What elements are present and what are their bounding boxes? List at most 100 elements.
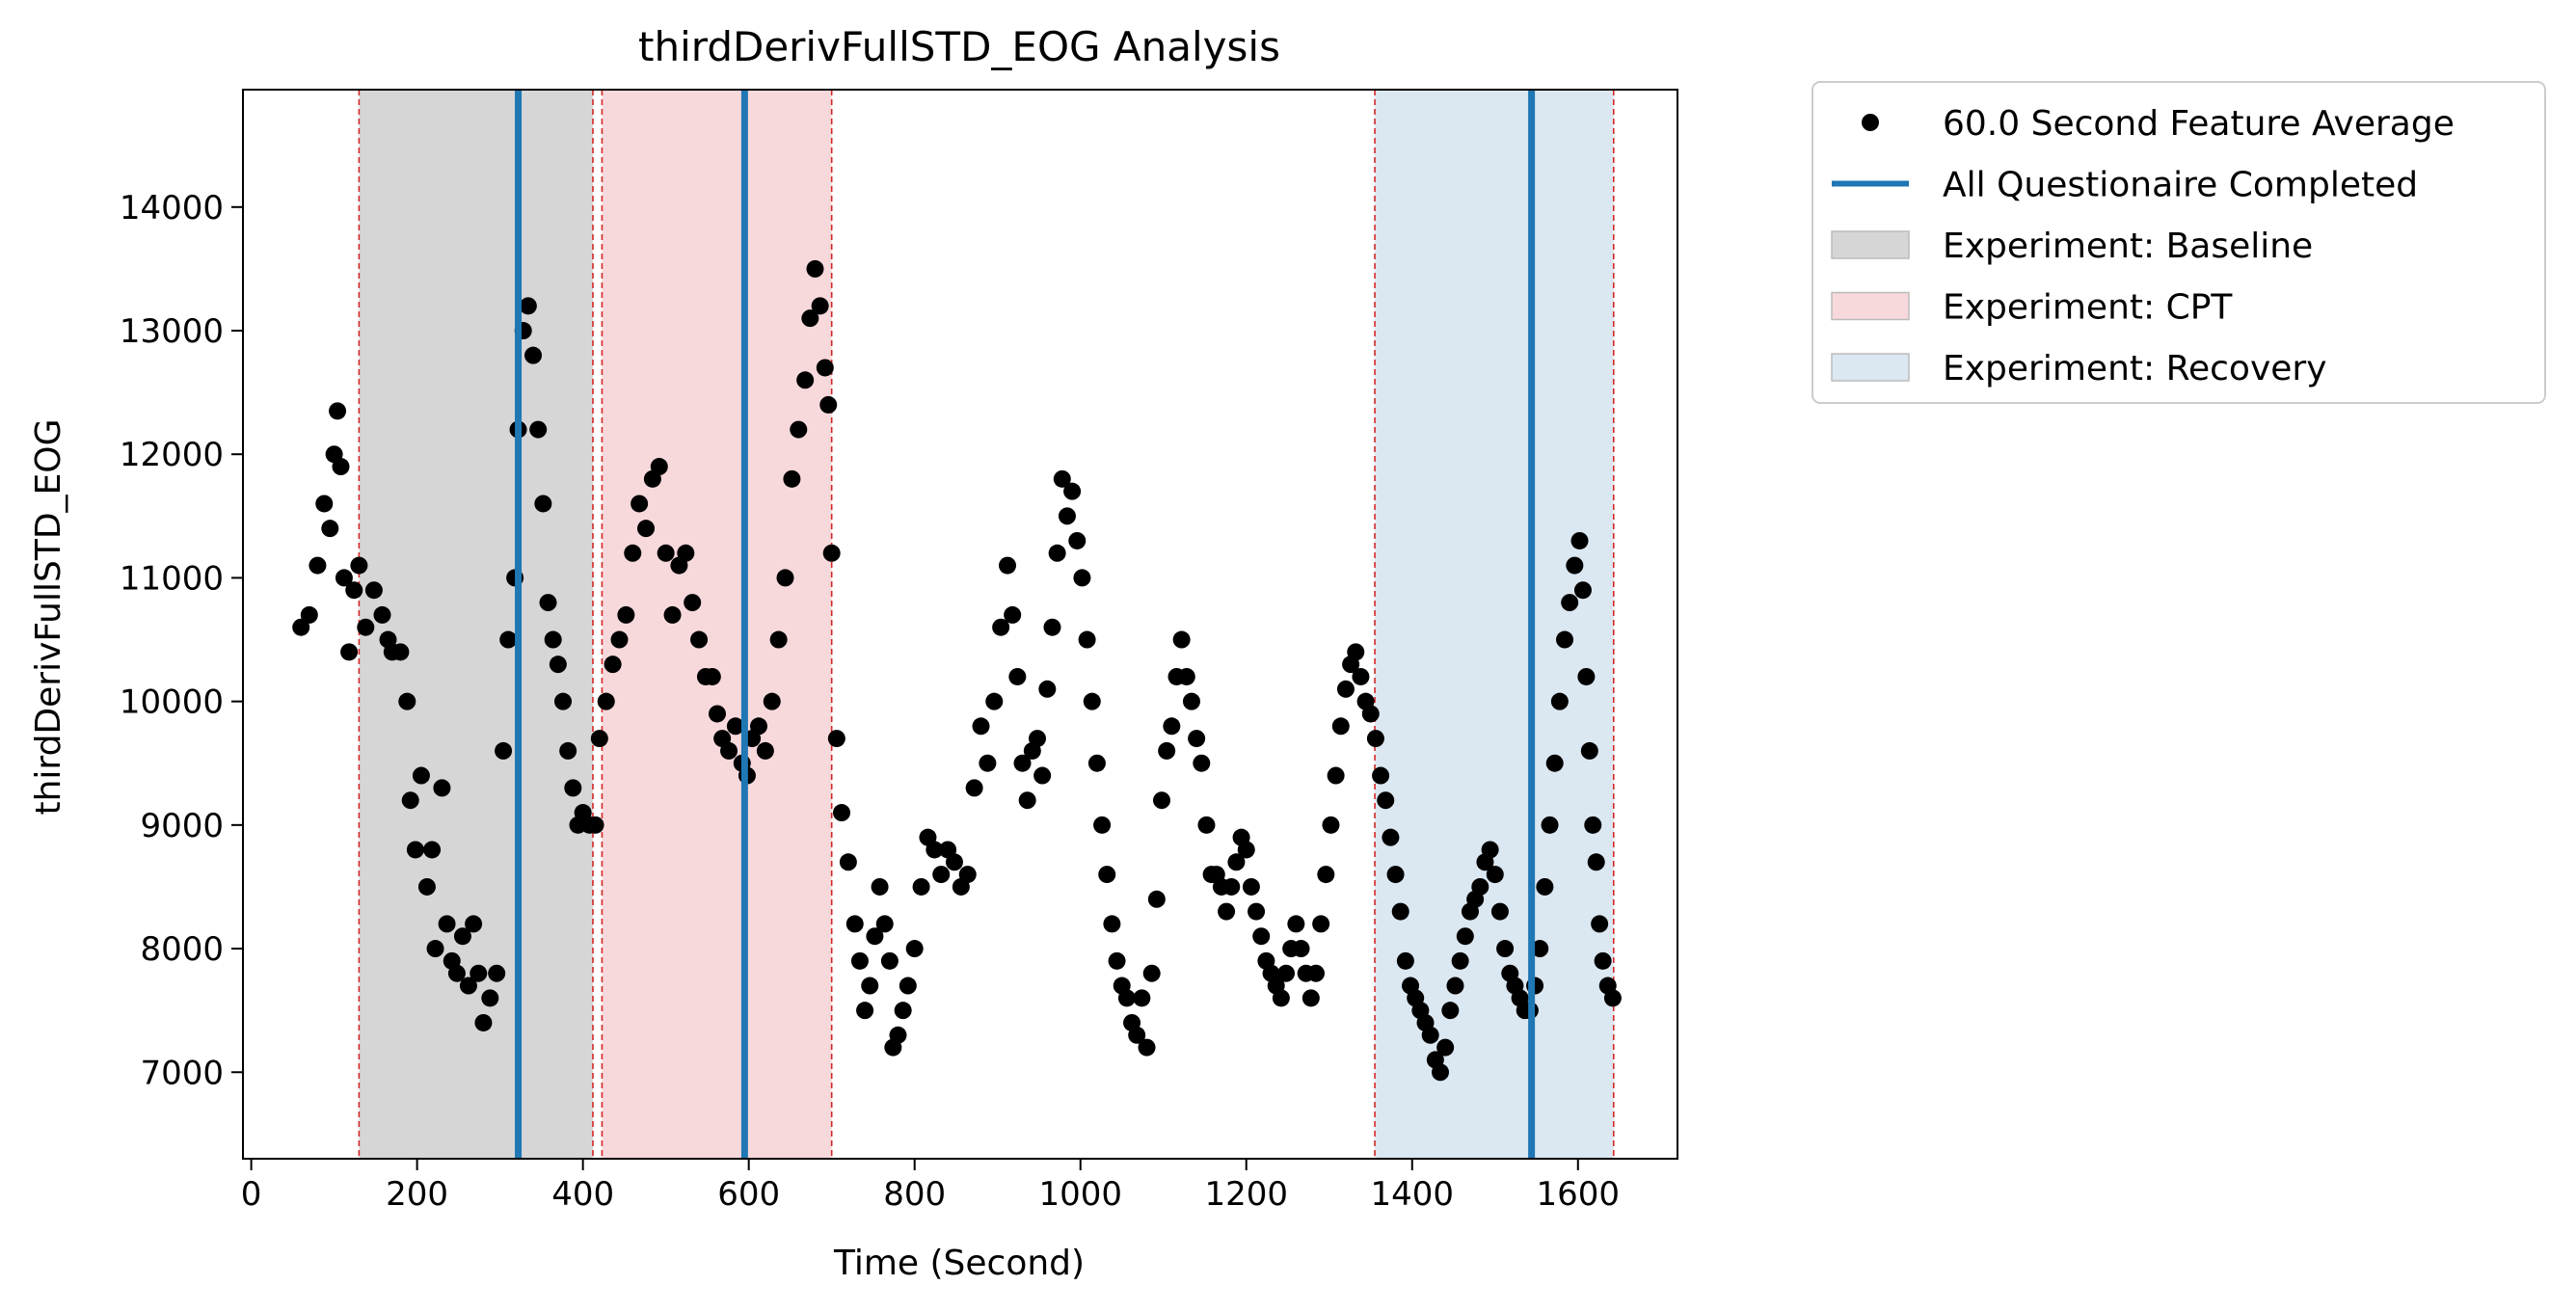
data-point <box>811 297 829 315</box>
x-tick-label: 1000 <box>1038 1175 1122 1214</box>
data-point <box>816 359 834 377</box>
data-point <box>657 544 675 562</box>
data-point <box>1603 989 1622 1007</box>
data-point <box>1331 717 1350 736</box>
data-point <box>690 630 709 649</box>
data-point <box>866 927 884 946</box>
data-point <box>1591 915 1609 933</box>
data-point <box>1386 866 1405 884</box>
data-point <box>889 1026 907 1044</box>
data-point <box>783 469 801 488</box>
data-point <box>1287 915 1305 933</box>
data-point <box>453 927 471 946</box>
data-point <box>1587 853 1605 871</box>
data-point <box>1594 951 1612 970</box>
data-point <box>1312 915 1330 933</box>
data-point <box>1496 940 1515 958</box>
data-point <box>1456 927 1474 946</box>
data-point <box>1366 730 1384 748</box>
data-point <box>985 692 1004 710</box>
y-tick-label: 10000 <box>120 683 224 722</box>
data-point <box>465 915 483 933</box>
data-point <box>1441 1002 1460 1020</box>
data-point <box>1451 951 1469 970</box>
data-point <box>495 741 513 760</box>
data-point <box>875 915 894 933</box>
y-tick-label: 8000 <box>140 930 224 969</box>
data-point <box>790 420 808 439</box>
data-point <box>610 630 629 649</box>
data-point <box>1227 853 1246 871</box>
data-point <box>315 495 334 513</box>
data-point <box>459 977 477 995</box>
data-point <box>871 877 889 896</box>
data-point <box>417 877 436 896</box>
legend-patch <box>1831 353 1910 382</box>
data-point <box>650 458 668 476</box>
data-point <box>534 495 552 513</box>
data-point <box>357 618 375 636</box>
data-point <box>850 951 869 970</box>
data-point <box>845 915 864 933</box>
data-point <box>1377 791 1395 810</box>
data-point <box>554 692 573 710</box>
data-point <box>1117 989 1136 1007</box>
data-point <box>1347 643 1365 661</box>
data-point <box>992 618 1010 636</box>
data-point <box>1128 1026 1146 1044</box>
data-point <box>965 779 983 797</box>
data-point <box>726 717 744 736</box>
x-tick-label: 800 <box>883 1175 946 1214</box>
data-point <box>677 544 695 562</box>
data-point <box>926 841 944 859</box>
data-point <box>1446 977 1464 995</box>
data-point <box>720 741 738 760</box>
y-tick-label: 9000 <box>140 807 224 845</box>
data-point <box>1033 766 1052 785</box>
data-point <box>827 730 845 748</box>
data-point <box>1142 964 1161 982</box>
data-point <box>1336 680 1355 698</box>
data-point <box>586 816 604 834</box>
data-point <box>1566 556 1584 575</box>
data-point <box>1237 841 1255 859</box>
data-point <box>1013 754 1032 772</box>
data-point <box>1361 705 1380 723</box>
data-point <box>529 420 548 439</box>
data-point <box>776 569 794 587</box>
plot-frame <box>242 89 1678 1160</box>
legend-label: Experiment: Recovery <box>1943 349 2327 388</box>
data-point <box>1556 630 1574 649</box>
data-point <box>756 741 774 760</box>
data-point <box>364 581 383 600</box>
data-point <box>861 977 879 995</box>
data-point <box>894 1002 912 1020</box>
data-point <box>1561 594 1579 612</box>
data-point <box>1093 816 1112 834</box>
data-point <box>1536 877 1554 896</box>
experiment-span-1 <box>602 90 832 1159</box>
plot-area <box>242 89 1678 1160</box>
data-point <box>438 915 456 933</box>
data-point <box>1570 531 1589 549</box>
data-point <box>703 667 721 685</box>
data-point <box>684 594 702 612</box>
data-point <box>1584 816 1602 834</box>
data-point <box>519 297 537 315</box>
data-point <box>391 643 410 661</box>
data-point <box>1098 866 1116 884</box>
chart-title: thirdDerivFullSTD_EOG Analysis <box>638 23 1280 70</box>
data-point <box>1182 692 1200 710</box>
legend-patch <box>1831 230 1910 259</box>
data-point <box>1573 581 1592 600</box>
data-point <box>559 741 577 760</box>
y-tick-label: 7000 <box>140 1054 224 1092</box>
data-point <box>470 964 488 982</box>
data-point <box>433 779 451 797</box>
data-point <box>1481 841 1499 859</box>
y-axis-label: thirdDerivFullSTD_EOG <box>29 418 68 815</box>
data-point <box>1327 766 1345 785</box>
data-point <box>1352 667 1370 685</box>
data-point <box>1163 717 1181 736</box>
